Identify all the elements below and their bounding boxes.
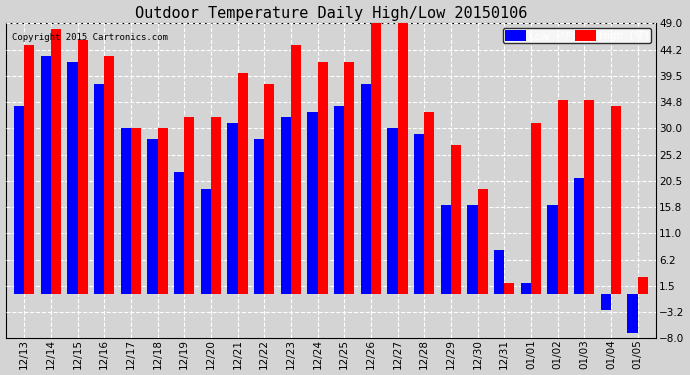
Bar	[531, 123, 541, 294]
Bar	[558, 100, 568, 294]
Bar	[361, 84, 371, 294]
Bar	[51, 28, 61, 294]
Text: Copyright 2015 Cartronics.com: Copyright 2015 Cartronics.com	[12, 33, 168, 42]
Bar	[504, 283, 515, 294]
Bar	[201, 189, 211, 294]
Bar	[237, 73, 248, 294]
Bar	[174, 172, 184, 294]
Bar	[547, 206, 558, 294]
Bar	[371, 23, 381, 294]
Bar	[148, 139, 157, 294]
Bar	[638, 277, 648, 294]
Bar	[184, 117, 195, 294]
Bar	[317, 62, 328, 294]
Bar	[601, 294, 611, 310]
Bar	[477, 189, 488, 294]
Bar	[254, 139, 264, 294]
Bar	[441, 206, 451, 294]
Bar	[121, 128, 131, 294]
Bar	[24, 45, 34, 294]
Bar	[211, 117, 221, 294]
Bar	[94, 84, 104, 294]
Bar	[521, 283, 531, 294]
Bar	[291, 45, 301, 294]
Bar	[467, 206, 477, 294]
Bar	[414, 134, 424, 294]
Bar	[68, 62, 77, 294]
Bar	[574, 178, 584, 294]
Bar	[494, 250, 504, 294]
Bar	[334, 106, 344, 294]
Title: Outdoor Temperature Daily High/Low 20150106: Outdoor Temperature Daily High/Low 20150…	[135, 6, 527, 21]
Bar	[228, 123, 237, 294]
Bar	[584, 100, 594, 294]
Bar	[611, 106, 621, 294]
Bar	[41, 56, 51, 294]
Legend: Low  (°F), High  (°F): Low (°F), High (°F)	[503, 28, 651, 44]
Bar	[14, 106, 24, 294]
Bar	[104, 56, 115, 294]
Bar	[397, 23, 408, 294]
Bar	[264, 84, 275, 294]
Bar	[451, 145, 461, 294]
Bar	[131, 128, 141, 294]
Bar	[281, 117, 291, 294]
Bar	[308, 111, 317, 294]
Bar	[157, 128, 168, 294]
Bar	[424, 111, 435, 294]
Bar	[344, 62, 355, 294]
Bar	[627, 294, 638, 333]
Bar	[77, 40, 88, 294]
Bar	[388, 128, 397, 294]
